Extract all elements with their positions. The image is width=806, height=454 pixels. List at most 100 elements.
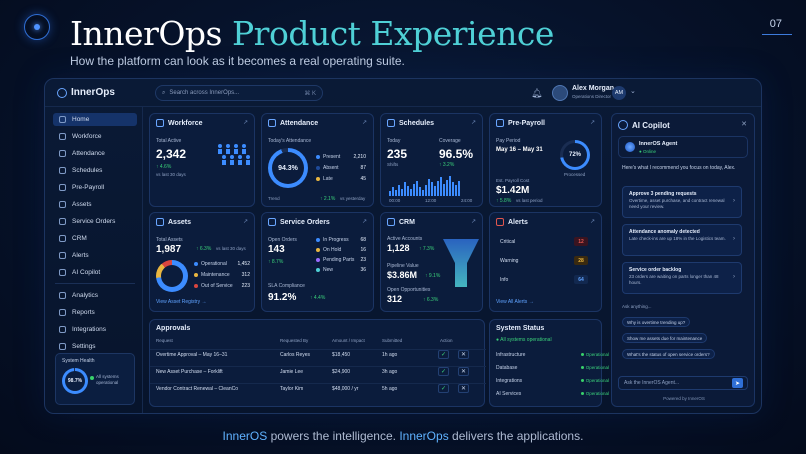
suggested-prompt-chip[interactable]: Why is overtime trending up? [622, 317, 691, 327]
dollar-icon [496, 119, 504, 127]
avatar[interactable] [552, 85, 568, 101]
copilot-powered-by: Powered by InnerOS [663, 396, 705, 401]
legend-value: 223 [241, 283, 250, 289]
est-payroll-value: $1.42M [496, 185, 530, 196]
schedules-card[interactable]: Schedules ↗ Today 235 Shifts Coverage 96… [380, 113, 483, 207]
sidebar-item-label: CRM [72, 235, 87, 242]
people-icon [156, 119, 164, 127]
sidebar-item-alerts[interactable]: Alerts [53, 249, 137, 262]
sidebar-item-workforce[interactable]: Workforce [53, 130, 137, 143]
sidebar-item-assets[interactable]: Assets [53, 198, 137, 211]
system-status-name: Integrations [496, 378, 523, 384]
sidebar-item-attendance[interactable]: Attendance [53, 147, 137, 160]
copilot-recommendation[interactable]: Approve 3 pending requests Overtime, asse… [622, 186, 742, 218]
all-alerts-link[interactable]: View All Alerts → [496, 299, 534, 305]
suggested-prompt-chip[interactable]: What's the status of open service orders… [622, 349, 715, 359]
crm-accounts-value: 1,128 [387, 243, 410, 253]
legend-item: Pending Parts [316, 257, 354, 263]
workforce-label: Total Active [156, 138, 182, 144]
workforce-card[interactable]: Workforce ↗ Total Active 2,342 ↑ 4.6% vs… [149, 113, 255, 207]
approve-button[interactable]: ✓ [438, 384, 449, 393]
suggested-prompt-chip[interactable]: Show me assets due for maintenance [622, 333, 708, 343]
alert-level-label: Critical [500, 239, 516, 245]
service-orders-card[interactable]: Service Orders ↗ Open Orders 143 ↑ 8.7% … [261, 212, 374, 312]
schedule-bar [449, 176, 451, 196]
alerts-card[interactable]: Alerts ↗ View All Alerts → Critical 12 War… [489, 212, 602, 312]
sidebar-item-settings[interactable]: Settings [53, 340, 137, 353]
open-arrow-icon[interactable]: ↗ [470, 120, 476, 126]
copilot-chat-input[interactable]: Ask the InnerOS Agent... [618, 376, 748, 390]
open-arrow-icon[interactable]: ↗ [361, 219, 367, 225]
schedule-bar [455, 184, 457, 196]
open-arrow-icon[interactable]: ↗ [242, 120, 248, 126]
sidebar-item-reports[interactable]: Reports [53, 306, 137, 319]
legend-dot [316, 258, 320, 262]
close-icon[interactable]: ✕ [741, 121, 747, 128]
top-bar: InnerOps ⌕ Search across InnerOps... ⌘ K 🔔… [45, 79, 761, 107]
pre-payroll-card[interactable]: Pre-Payroll ↗ Pay Period May 16 – May 31… [489, 113, 602, 207]
legend-value: 87 [360, 165, 366, 171]
schedule-bar [392, 187, 394, 196]
approve-button[interactable]: ✓ [438, 367, 449, 376]
sidebar-item-label: Integrations [72, 326, 106, 333]
legend-value: 36 [360, 267, 366, 273]
system-health-status: All systems operational [90, 374, 132, 386]
reject-button[interactable]: ✕ [458, 367, 469, 376]
sidebar-item-ai-copilot[interactable]: AI Copilot [53, 266, 137, 279]
open-arrow-icon[interactable]: ↗ [470, 219, 476, 225]
hero-title: InnerOps Product Experience [70, 14, 554, 53]
approve-button[interactable]: ✓ [438, 350, 449, 359]
recommendation-title: Attendance anomaly detected [629, 229, 700, 235]
table-row [150, 383, 486, 397]
asset-registry-link[interactable]: View Asset Registry → [156, 299, 207, 305]
table-row [150, 366, 486, 380]
open-arrow-icon[interactable]: ↗ [242, 219, 248, 225]
open-arrow-icon[interactable]: ↗ [361, 120, 367, 126]
legend-dot [316, 177, 320, 181]
axis-tick-label: 00:00 [389, 198, 401, 203]
workforce-delta: ↑ 4.6% [156, 164, 172, 170]
attendance-card-header: Attendance [268, 119, 318, 127]
open-arrow-icon[interactable]: ↗ [589, 219, 595, 225]
sidebar-item-pre-payroll[interactable]: Pre-Payroll [53, 181, 137, 194]
legend-value: 23 [360, 257, 366, 263]
sidebar-item-integrations[interactable]: Integrations [53, 323, 137, 336]
user-initials-badge[interactable]: AM [612, 86, 626, 100]
sidebar-item-home[interactable]: Home [53, 113, 137, 126]
app-brand[interactable]: InnerOps [57, 87, 115, 98]
sidebar-item-service-orders[interactable]: Service Orders [53, 215, 137, 228]
copilot-header: AI Copilot [618, 120, 670, 130]
sidebar-item-schedules[interactable]: Schedules [53, 164, 137, 177]
box-icon [156, 218, 164, 226]
attendance-title: Attendance [280, 119, 319, 127]
alert-level-label: Warning [500, 258, 519, 264]
reject-button[interactable]: ✕ [458, 350, 469, 359]
ai-copilot-panel: AI Copilot ✕ InnerOS Agent ● Online Here… [611, 113, 755, 407]
crm-card[interactable]: CRM ↗ Active Accounts 1,128 ↑ 7.3% Pipel… [380, 212, 483, 312]
schedules-today-label: Today [387, 138, 401, 144]
system-status-value: Operational [581, 365, 609, 370]
bell-icon[interactable]: 🔔︎ [531, 88, 543, 98]
attendance-card[interactable]: Attendance ↗ Today's Attendance 94.3% Tr… [261, 113, 374, 207]
recommendation-detail: 23 orders are waiting on parts longer th… [629, 274, 719, 285]
legend-value: 2,210 [353, 154, 366, 160]
search-input[interactable]: ⌕ Search across InnerOps... ⌘ K [155, 85, 323, 101]
legend-dot [194, 273, 198, 277]
send-icon[interactable]: ➤ [732, 378, 743, 388]
copilot-recommendation[interactable]: Service order backlog 23 orders are waiti… [622, 262, 742, 294]
clock-icon [59, 167, 66, 174]
sidebar-item-analytics[interactable]: Analytics [53, 289, 137, 302]
est-payroll-sub: vs last period [516, 198, 543, 203]
workforce-title: Workforce [168, 119, 203, 127]
attendance-trend-label: Trend [268, 196, 280, 201]
footer-part-4: delivers the applications. [448, 429, 584, 443]
hero-title-brand: InnerOps [70, 14, 222, 53]
people-icon [59, 133, 66, 140]
chevron-down-icon[interactable]: ⌄ [630, 88, 636, 95]
sidebar-item-crm[interactable]: CRM [53, 232, 137, 245]
assets-card[interactable]: Assets ↗ Total Assets 1,987 ↑ 6.3% vs la… [149, 212, 255, 312]
copilot-recommendation[interactable]: Attendance anomaly detected Late check-in… [622, 224, 742, 256]
open-arrow-icon[interactable]: ↗ [589, 120, 595, 126]
schedule-bar [401, 188, 403, 196]
reject-button[interactable]: ✕ [458, 384, 469, 393]
